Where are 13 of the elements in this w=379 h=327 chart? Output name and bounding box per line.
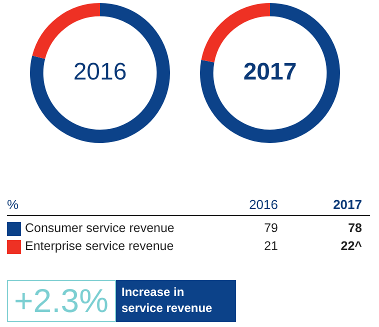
text: Increase in service revenue	[116, 280, 236, 322]
text: 78	[348, 221, 362, 235]
text: 22^	[340, 239, 362, 253]
chart-title: 2016	[249, 197, 278, 212]
text: 2017	[243, 58, 297, 86]
data-label: 21	[264, 239, 278, 253]
text: %	[7, 197, 19, 212]
text: 2016	[73, 58, 127, 86]
data-label: 79	[264, 221, 278, 235]
legend-label: Consumer service revenue	[25, 221, 174, 235]
legend-label: Enterprise service revenue	[25, 239, 174, 253]
text: +2.3%	[7, 280, 116, 322]
chart-title: 2017	[333, 197, 362, 212]
